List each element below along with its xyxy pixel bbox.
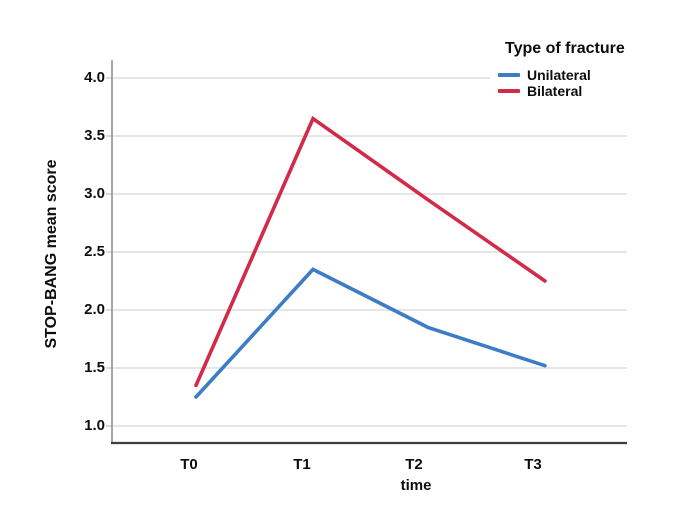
series-line-bilateral — [194, 115, 547, 388]
legend-item-unilateral: Unilateral — [498, 67, 591, 83]
y-tick-label: 4.0 — [84, 69, 105, 86]
x-tick-label: T0 — [180, 456, 198, 473]
y-tick-label: 1.0 — [84, 417, 105, 434]
series-line-unilateral — [194, 267, 547, 399]
y-tick-label: 1.5 — [84, 359, 105, 376]
legend: Type of fracture Unilateral Bilateral — [490, 33, 695, 115]
legend-title: Type of fracture — [505, 40, 625, 57]
y-tick-label: 3.5 — [84, 127, 105, 144]
y-tick-label: 2.0 — [84, 301, 105, 318]
x-axis-title: time — [400, 477, 432, 494]
legend-swatch-bilateral — [498, 89, 520, 93]
x-tick-label: T2 — [405, 456, 423, 473]
y-tick-label: 3.0 — [84, 185, 105, 202]
x-tick-label: T1 — [293, 456, 311, 473]
legend-item-bilateral: Bilateral — [498, 83, 582, 99]
legend-swatch-unilateral — [498, 73, 520, 77]
legend-item-label: Bilateral — [527, 83, 583, 99]
x-tick-label: T3 — [524, 456, 542, 473]
legend-item-label: Unilateral — [527, 67, 591, 83]
y-tick-label: 2.5 — [84, 243, 105, 260]
